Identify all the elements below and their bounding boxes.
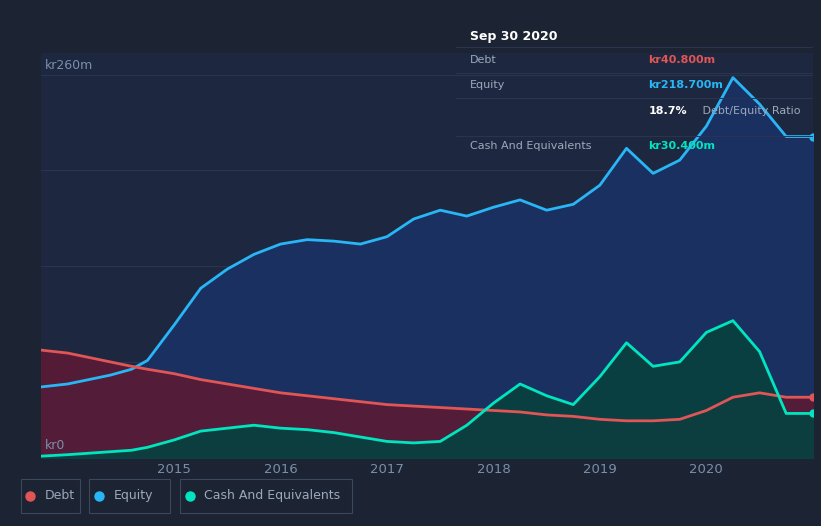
Text: kr260m: kr260m	[45, 59, 93, 72]
Text: Debt: Debt	[45, 489, 76, 502]
Text: Sep 30 2020: Sep 30 2020	[470, 30, 557, 43]
Text: Debt: Debt	[470, 55, 497, 65]
Text: Equity: Equity	[470, 80, 505, 90]
Text: kr0: kr0	[45, 439, 66, 451]
Text: Cash And Equivalents: Cash And Equivalents	[204, 489, 341, 502]
Text: kr218.700m: kr218.700m	[649, 80, 723, 90]
Text: Cash And Equivalents: Cash And Equivalents	[470, 141, 591, 151]
Text: kr40.800m: kr40.800m	[649, 55, 716, 65]
Text: Debt/Equity Ratio: Debt/Equity Ratio	[699, 106, 800, 116]
Text: Equity: Equity	[114, 489, 154, 502]
Text: 18.7%: 18.7%	[649, 106, 687, 116]
Text: kr30.400m: kr30.400m	[649, 141, 716, 151]
